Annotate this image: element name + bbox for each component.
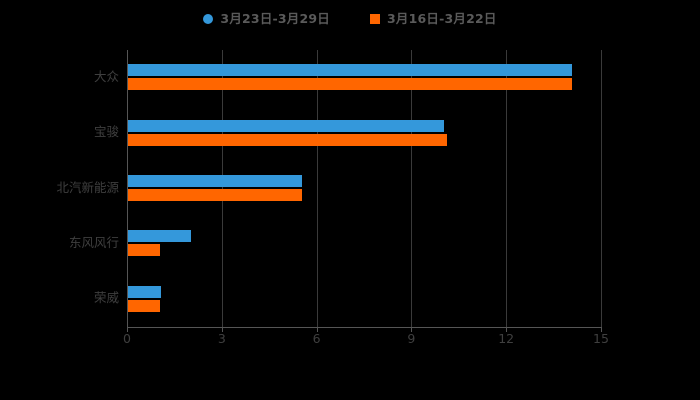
x-axis-tick-labels: 0 3 6 9 12 15	[0, 331, 700, 353]
x-axis-tick-label: 9	[407, 331, 416, 346]
y-axis-line	[127, 50, 128, 327]
bar[interactable]	[128, 133, 448, 146]
bar[interactable]	[128, 230, 192, 243]
gridline-x-6	[316, 50, 318, 327]
y-axis-category-labels: 大众宝骏北汽新能源东风风行荣威	[8, 50, 119, 327]
legend-swatch-icon-series-1	[370, 14, 380, 24]
x-axis-tick-label: 6	[312, 331, 321, 346]
legend-label-series-0: 3月23日-3月29日	[220, 10, 330, 26]
bar[interactable]	[128, 244, 160, 257]
gridline-x-12	[506, 50, 508, 327]
y-axis-label: 荣威	[93, 290, 119, 306]
bar-group	[128, 175, 602, 202]
y-axis-label: 北汽新能源	[56, 179, 119, 195]
gridline-x-9	[411, 50, 413, 327]
x-axis-tick-label: 12	[498, 331, 515, 346]
x-axis-tick-mark	[506, 327, 508, 332]
legend-swatch-icon-series-0	[203, 14, 214, 24]
bar[interactable]	[128, 189, 302, 201]
bar[interactable]	[128, 175, 302, 187]
x-axis-tick-label: 15	[593, 331, 609, 346]
bar[interactable]	[128, 299, 160, 312]
bar[interactable]	[128, 64, 572, 77]
plot-area	[127, 50, 602, 327]
legend-label-series-1: 3月16日-3月22日	[387, 10, 497, 26]
x-axis-tick-mark	[316, 327, 318, 332]
y-axis-label: 宝骏	[93, 124, 119, 140]
bar-group	[128, 64, 602, 91]
y-axis-label: 大众	[93, 68, 119, 84]
y-axis-label: 东风风行	[68, 234, 119, 250]
x-axis-line	[127, 327, 602, 328]
chart-legend: 3月23日-3月29日 3月16日-3月22日	[0, 8, 700, 30]
bar[interactable]	[128, 119, 444, 132]
x-axis-tick-mark	[601, 327, 602, 332]
x-axis-tick-mark	[411, 327, 413, 332]
legend-item-series-0[interactable]: 3月23日-3月29日	[203, 10, 330, 26]
x-axis-tick-mark	[221, 327, 223, 332]
gridline-x-3	[221, 50, 223, 327]
bar[interactable]	[128, 78, 572, 91]
bar[interactable]	[128, 285, 162, 298]
x-axis-tick-label: 0	[123, 331, 131, 346]
x-axis-tick-label: 3	[217, 331, 226, 346]
x-axis-tick-mark	[127, 327, 128, 332]
bar-group	[128, 230, 602, 257]
legend-item-series-1[interactable]: 3月16日-3月22日	[370, 10, 497, 26]
gridline-x-15	[601, 50, 602, 327]
bar-group	[128, 119, 602, 147]
bar-group	[128, 285, 602, 313]
